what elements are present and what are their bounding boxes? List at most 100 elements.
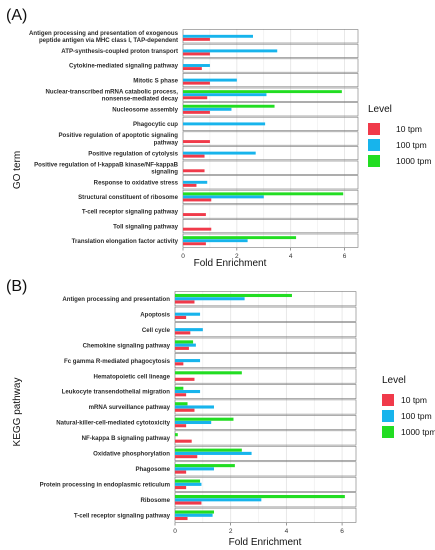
panel-a-bar-100-tpm-nuclear-transcribed-mrna-catabolic-proce xyxy=(183,93,267,97)
panel-b-bar-10-tpm-protein-processing-in-endoplasmic-reticu xyxy=(175,486,187,490)
panel-a-category-label-line: Phagocytic cup xyxy=(133,121,178,128)
panel-b-category-label: Apoptosis xyxy=(140,311,170,318)
panel-b-category-label: Antigen processing and presentation xyxy=(62,296,170,303)
panel-a-y-axis-title: GO term xyxy=(12,151,23,189)
legend-b: Level 10 tpm 100 tpm 1000 tpm xyxy=(382,375,435,438)
panel-b-bar-10-tpm-natural-killer-cell-mediated-cytotoxicit xyxy=(175,424,187,428)
panel-a-category-label: Positive regulation of apoptotic signali… xyxy=(58,132,178,146)
panel-b-row-box xyxy=(174,430,357,446)
panel-a-category-label: Nuclear-transcribed mRNA catabolic proce… xyxy=(45,88,178,102)
panel-a-bar-10-tpm-positive-regulation-of-apoptotic-signali xyxy=(183,140,210,144)
panel-b-category-label: Oxidative phosphorylation xyxy=(93,451,170,458)
panel-b-category-label-line: NF-kappa B signaling pathway xyxy=(82,435,171,442)
panel-b-bar-100-tpm-t-cell-receptor-signaling-pathway xyxy=(175,513,213,517)
panel-b-bar-10-tpm-chemokine-signaling-pathway xyxy=(175,346,189,350)
legend-a-label-10tpm: 10 tpm xyxy=(396,124,422,134)
panel-b-category-label-line: Hematopoietic cell lineage xyxy=(93,373,170,380)
panel-a-category-label-line: Cytokine-mediated signaling pathway xyxy=(69,63,179,70)
legend-b-label-10tpm: 10 tpm xyxy=(401,395,427,405)
panel-a-category-label-line: Structural constituent of ribosome xyxy=(78,194,178,201)
panel-a-category-label-line: Mitotic S phase xyxy=(133,77,178,84)
panel-a-bar-10-tpm-nucleosome-assembly xyxy=(183,110,210,114)
panel-b-x-tick-label: 0 xyxy=(173,528,177,535)
panel-b-category-label: Hematopoietic cell lineage xyxy=(93,373,170,380)
panel-b-bar-100-tpm-fc-gamma-r-mediated-phagocytosis xyxy=(175,359,201,363)
panel-a-bar-10-tpm-response-to-oxidative-stress xyxy=(183,183,197,187)
panel-b-x-tick-label: 4 xyxy=(285,528,289,535)
panel-b-bar-100-tpm-chemokine-signaling-pathway xyxy=(175,343,196,347)
panel-a-bar-10-tpm-positive-regulation-of-cytolysis xyxy=(183,154,205,158)
panel-b-bar-100-tpm-mrna-surveillance-pathway xyxy=(175,405,214,409)
panel-a-plot: Antigen processing and presentation of e… xyxy=(29,29,359,260)
panel-a-category-label-line: Positive regulation of apoptotic signali… xyxy=(58,132,178,139)
panel-b-bar-10-tpm-oxidative-phosphorylation xyxy=(175,455,198,459)
panel-b-category-label-line: Chemokine signaling pathway xyxy=(83,342,171,349)
panel-a-category-label: Nucleosome assembly xyxy=(112,107,178,114)
panel-b-row-box xyxy=(174,368,357,384)
panel-a-bar-10-tpm-translation-elongation-factor-activity xyxy=(183,242,206,246)
panel-a-category-label: Response to oxidative stress xyxy=(94,180,179,187)
panel-b-bar-1000-tpm-mrna-surveillance-pathway xyxy=(175,402,188,406)
legend-a-title: Level xyxy=(368,104,392,115)
panel-a-bar-10-tpm-positive-regulation-of-i-kappab-kinase-n xyxy=(183,169,205,173)
legend-a-label-1000tpm: 1000 tpm xyxy=(396,156,431,166)
panel-b-bar-1000-tpm-hematopoietic-cell-lineage xyxy=(175,371,242,375)
panel-a-bar-1000-tpm-translation-elongation-factor-activity xyxy=(183,236,297,240)
legend-a-label-100tpm: 100 tpm xyxy=(396,140,427,150)
panel-a-category-label-line: Nucleosome assembly xyxy=(112,107,178,114)
legend-b-label-100tpm: 100 tpm xyxy=(401,411,432,421)
panel-a-category-label-line: Positive regulation of I-kappaB kinase/N… xyxy=(34,161,179,168)
panel-a-bar-10-tpm-antigen-processing-and-presentation-of-e xyxy=(183,37,210,41)
panel-b-category-label-line: Antigen processing and presentation xyxy=(62,296,170,303)
legend-a-swatch-100tpm xyxy=(368,139,380,151)
panel-b-category-label: Chemokine signaling pathway xyxy=(83,342,171,349)
panel-a-bar-10-tpm-t-cell-receptor-signaling-pathway xyxy=(183,213,206,217)
legend-b-title: Level xyxy=(382,375,406,386)
panel-b-x-tick-label: 2 xyxy=(229,528,233,535)
panel-a-category-label: Translation elongation factor activity xyxy=(72,238,179,245)
panel-b-bar-10-tpm-cell-cycle xyxy=(175,331,191,335)
panel-a-category-label-line: ATP-synthesis-coupled proton transport xyxy=(61,48,178,55)
legend-a-swatch-1000tpm xyxy=(368,155,380,167)
panel-b-category-label: Leukocyte transendothelial migration xyxy=(62,389,171,396)
panel-b-bar-10-tpm-nf-kappa-b-signaling-pathway xyxy=(175,439,192,443)
panel-b-category-label: T-cell receptor signaling pathway xyxy=(74,512,171,519)
panel-a-category-label: Cytokine-mediated signaling pathway xyxy=(69,63,179,70)
panel-a-x-tick-label: 0 xyxy=(181,253,185,260)
panel-b-bar-10-tpm-hematopoietic-cell-lineage xyxy=(175,377,195,381)
panel-b-bar-1000-tpm-phagosome xyxy=(175,464,235,468)
panel-a-bar-1000-tpm-nucleosome-assembly xyxy=(183,104,275,108)
panel-a-bar-1000-tpm-nuclear-transcribed-mrna-catabolic-proce xyxy=(183,90,342,94)
panel-b-category-label: Natural-killer-cell-mediated cytotoxicit… xyxy=(56,420,170,427)
panel-a-x-tick-label: 2 xyxy=(235,253,239,260)
panel-b-category-label-line: Leukocyte transendothelial migration xyxy=(62,389,171,396)
panel-a-category-label-line: Positive regulation of cytolysis xyxy=(88,150,178,157)
panel-a-bar-100-tpm-atp-synthesis-coupled-proton-transport xyxy=(183,49,278,53)
panel-b-category-label-line: mRNA surveillance pathway xyxy=(89,404,171,411)
legend-b-label-1000tpm: 1000 tpm xyxy=(401,427,435,437)
panel-a-category-label: Phagocytic cup xyxy=(133,121,178,128)
panel-b-bar-10-tpm-leukocyte-transendothelial-migration xyxy=(175,393,187,397)
legend-a: Level 10 tpm 100 tpm 1000 tpm xyxy=(368,104,431,167)
panel-b-bar-100-tpm-natural-killer-cell-mediated-cytotoxicit xyxy=(175,420,212,425)
panel-b-bar-100-tpm-protein-processing-in-endoplasmic-reticu xyxy=(175,482,202,486)
panel-b-category-label-line: Natural-killer-cell-mediated cytotoxicit… xyxy=(56,420,170,427)
panel-a-category-label: Positive regulation of cytolysis xyxy=(88,150,178,157)
panel-a-category-label-line: pathway xyxy=(154,139,179,146)
panel-a-category-label: ATP-synthesis-coupled proton transport xyxy=(61,48,178,55)
panel-a-plot-background xyxy=(183,29,358,248)
panel-a-bar-10-tpm-atp-synthesis-coupled-proton-transport xyxy=(183,52,210,56)
panel-b-bar-10-tpm-phagosome xyxy=(175,470,187,474)
panel-a-bar-10-tpm-structural-constituent-of-ribosome xyxy=(183,198,212,202)
panel-a-category-label-line: Antigen processing and presentation of e… xyxy=(29,30,179,37)
panel-b-category-label-line: Ribosome xyxy=(141,497,171,504)
panel-b-bar-1000-tpm-protein-processing-in-endoplasmic-reticu xyxy=(175,479,201,483)
panel-b-x-axis-title: Fold Enrichment xyxy=(229,537,302,548)
panel-b-bar-10-tpm-mrna-surveillance-pathway xyxy=(175,408,195,412)
panel-a-bar-1000-tpm-structural-constituent-of-ribosome xyxy=(183,192,344,196)
panel-b-x-tick-label: 6 xyxy=(340,528,344,535)
panel-b-bar-10-tpm-ribosome xyxy=(175,501,202,505)
panel-a-category-label-line: Response to oxidative stress xyxy=(94,180,179,187)
panel-b-category-label-line: Phagosome xyxy=(135,466,170,473)
panel-a-category-label: Mitotic S phase xyxy=(133,77,178,84)
